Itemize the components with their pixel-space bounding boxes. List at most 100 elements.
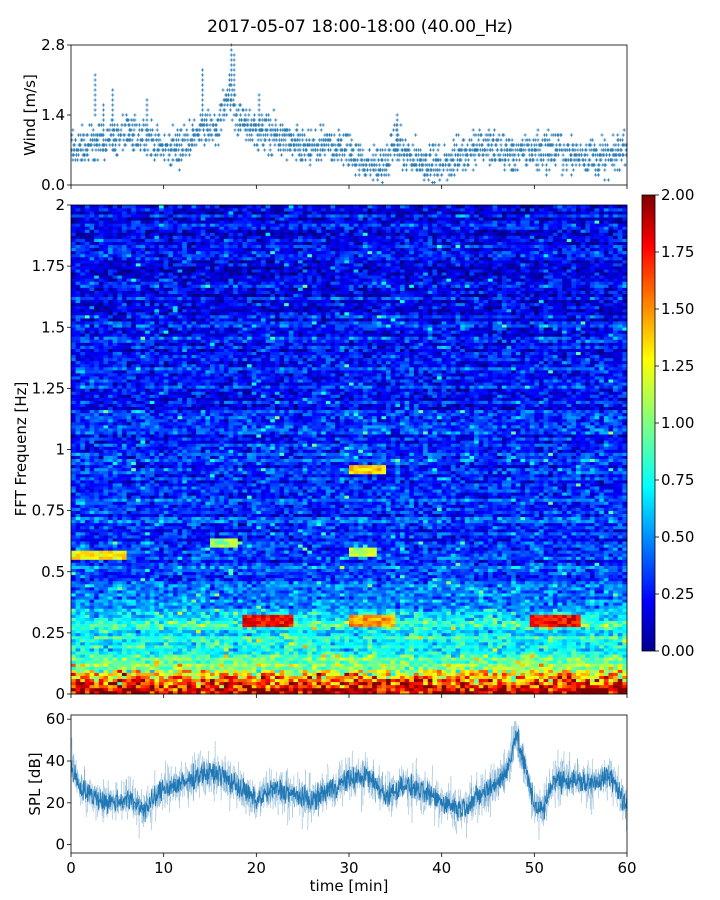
spectrogram-cell — [298, 651, 303, 654]
spectrogram-cell — [127, 660, 132, 663]
spectrogram-cell — [145, 648, 150, 651]
spectrogram-cell — [437, 673, 442, 676]
spectrogram-cell — [122, 624, 127, 627]
spectrogram-cell — [465, 633, 470, 636]
spectrogram-cell — [99, 621, 104, 624]
spectrogram-cell — [395, 615, 400, 618]
spectrogram-cell — [210, 630, 215, 633]
spectrogram-cell — [567, 624, 572, 627]
spectrogram-cell — [94, 621, 99, 624]
spectrogram-cell — [76, 624, 81, 627]
spectrogram-cell — [103, 666, 108, 669]
spectrogram-cell — [451, 666, 456, 669]
spectrogram-cell — [520, 666, 525, 669]
spectrogram-cell — [511, 636, 516, 639]
spectrogram-cell — [321, 657, 326, 660]
spectrogram-cell — [99, 685, 104, 688]
spectrogram-cell — [534, 673, 539, 676]
spectrogram-cell — [280, 651, 285, 654]
spectrogram-cell — [368, 651, 373, 654]
wind-point — [503, 163, 506, 166]
spectrogram-cell — [344, 615, 349, 618]
spectrogram-cell — [363, 636, 368, 639]
spectrogram-cell — [71, 666, 76, 669]
spectrogram-cell — [595, 639, 600, 642]
spectrogram-cell — [377, 682, 382, 685]
spectrogram-cell — [307, 670, 312, 673]
spectrogram-cell — [219, 663, 224, 666]
spectrogram-cell — [224, 676, 229, 679]
spectrogram-cell — [178, 688, 183, 691]
spectrogram-cell — [122, 679, 127, 682]
spectrogram-cell — [386, 633, 391, 636]
spectrogram-cell — [317, 657, 322, 660]
spectrogram-cell — [122, 670, 127, 673]
spectrogram-cell — [516, 636, 521, 639]
spectrogram-cell — [507, 618, 512, 621]
spectrogram-cell — [178, 621, 183, 624]
wind-point — [521, 138, 524, 141]
spectrogram-cell — [502, 615, 507, 618]
spectrogram-cell — [474, 615, 479, 618]
spectrogram-cell — [173, 673, 178, 676]
spectrogram-cell — [321, 615, 326, 618]
spectrogram-cell — [321, 636, 326, 639]
spectrogram-cell — [80, 682, 85, 685]
spectrogram-cell — [127, 666, 132, 669]
spectrogram-cell — [330, 651, 335, 654]
wind-point — [103, 158, 106, 161]
wind-point — [102, 123, 105, 126]
spectrogram-cell — [85, 679, 90, 682]
spectrogram-cell — [567, 639, 572, 642]
spectrogram-cell — [456, 618, 461, 621]
spectrogram-cell — [516, 673, 521, 676]
spectrogram-cell — [317, 618, 322, 621]
spectrogram-cell — [493, 651, 498, 654]
spectrogram-cell — [419, 660, 424, 663]
spectrogram-cell — [548, 670, 553, 673]
spectrogram-cell — [571, 670, 576, 673]
spectrogram-cell — [127, 673, 132, 676]
wind-point — [360, 153, 363, 156]
spectrogram-cell — [534, 630, 539, 633]
spectrogram-cell — [381, 624, 386, 627]
wind-point — [545, 163, 548, 166]
spectrogram-cell — [534, 642, 539, 645]
spectrogram-cell — [419, 630, 424, 633]
spectrogram-cell — [238, 670, 243, 673]
spectrogram-cell — [117, 618, 122, 621]
spectrogram-cell — [525, 663, 530, 666]
wind-point — [508, 163, 511, 166]
wind-point — [272, 108, 275, 111]
spectrogram-cell — [344, 642, 349, 645]
wind-point — [138, 123, 141, 126]
spectrogram-cell — [94, 663, 99, 666]
spectrogram-cell — [182, 636, 187, 639]
spectrogram-cell — [409, 654, 414, 657]
spectrogram-cell — [242, 670, 247, 673]
spectrogram-cell — [502, 657, 507, 660]
spectrogram-cell — [534, 627, 539, 630]
spectrogram-cell — [386, 688, 391, 691]
spectrogram-cell — [229, 654, 234, 657]
wind-point — [382, 163, 385, 166]
spectrogram-cell — [215, 624, 220, 627]
spectrogram-cell — [90, 648, 95, 651]
spectrogram-cell — [511, 657, 516, 660]
spectrogram-cell — [284, 657, 289, 660]
spectrogram-cell — [368, 676, 373, 679]
wind-point — [111, 93, 114, 96]
spectrogram-cell — [71, 618, 76, 621]
spectrogram-cell — [293, 663, 298, 666]
spectrogram-cell — [428, 645, 433, 648]
spectrogram-cell — [349, 666, 354, 669]
spectrogram-cell — [386, 639, 391, 642]
wind-point — [258, 103, 261, 106]
spectrogram-cell — [419, 670, 424, 673]
spectrogram-cell — [307, 630, 312, 633]
spectrogram-cell — [534, 682, 539, 685]
spectrogram-cell — [178, 663, 183, 666]
spectrogram-cell — [252, 645, 257, 648]
spectrogram-cell — [354, 642, 359, 645]
spectrogram-cell — [558, 676, 563, 679]
